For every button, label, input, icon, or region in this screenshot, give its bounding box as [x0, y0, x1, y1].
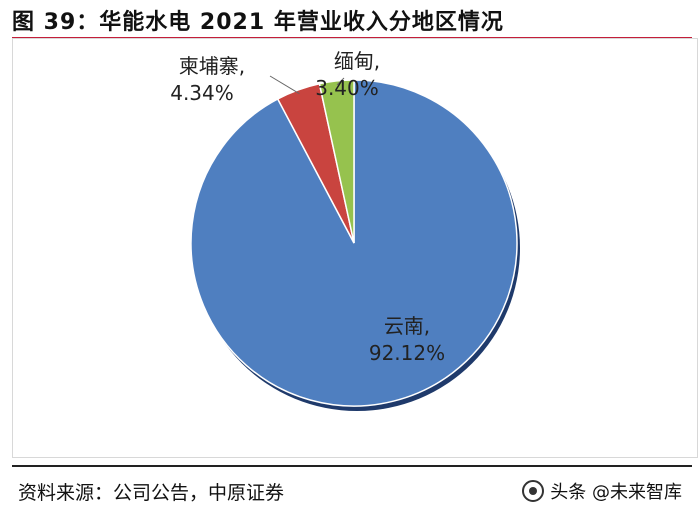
slice-label-0: 云南, — [384, 314, 430, 338]
slice-labels: 云南, 92.12% 柬埔寨, 4.34% 缅甸, 3.40% — [170, 49, 445, 365]
slice-value-2: 3.40% — [315, 76, 379, 100]
watermark: 头条 @未来智库 — [522, 478, 682, 504]
leader-line-2 — [336, 77, 345, 86]
slice-value-1: 4.34% — [170, 81, 234, 105]
leader-lines — [269, 75, 345, 95]
leader-line-1 — [269, 75, 300, 95]
slice-value-0: 92.12% — [369, 341, 445, 365]
pie-chart: 云南, 92.12% 柬埔寨, 4.34% 缅甸, 3.40% — [12, 38, 698, 458]
slice-label-2: 缅甸, — [334, 49, 380, 73]
chart-area: 云南, 92.12% 柬埔寨, 4.34% 缅甸, 3.40% — [12, 38, 698, 458]
pie-slices — [190, 79, 518, 407]
pie-slice-2 — [318, 79, 355, 244]
slice-label-1: 柬埔寨, — [179, 54, 245, 78]
watermark-text: 头条 @未来智库 — [550, 482, 682, 503]
source-rule — [12, 465, 692, 467]
watermark-icon — [522, 480, 545, 502]
source-note: 资料来源：公司公告，中原证券 — [18, 482, 285, 504]
figure-title: 图 39：华能水电 2021 年营业收入分地区情况 — [12, 10, 504, 35]
